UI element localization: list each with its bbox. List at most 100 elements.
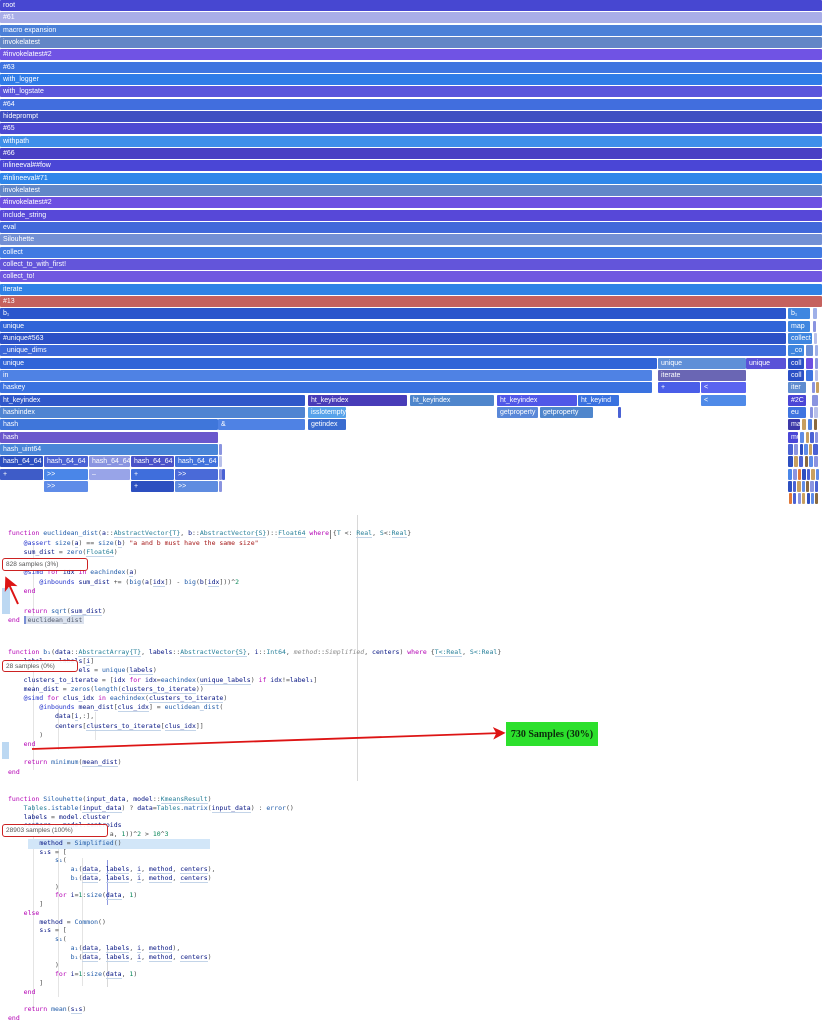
flame-bar-map[interactable]: map: [788, 320, 810, 332]
flame-bar-hash_uint64[interactable]: hash_uint64: [0, 444, 218, 455]
flame-bar-sliver[interactable]: [808, 419, 812, 431]
flame-bar-inlineeval##fow[interactable]: inlineeval##fow: [0, 160, 822, 172]
flame-bar-eval[interactable]: eval: [0, 222, 822, 233]
flame-bar-ht_keyind[interactable]: ht_keyind: [578, 394, 619, 406]
flame-bar-#2[interactable]: [806, 370, 813, 381]
flame-bar-sliver[interactable]: [813, 320, 816, 332]
flame-bar-collect[interactable]: collect: [0, 246, 822, 258]
flame-bar-iterate[interactable]: iterate: [0, 283, 822, 295]
flame-bar-hash_64_64[interactable]: hash_64_64: [44, 456, 88, 468]
flame-bar-sliver[interactable]: [807, 468, 810, 480]
flame-bar-in[interactable]: in: [0, 370, 652, 381]
flame-bar-sliver[interactable]: [788, 481, 792, 492]
flame-bar-sliver[interactable]: [798, 468, 801, 480]
flame-bar-sliver[interactable]: [813, 308, 817, 320]
flame-bar-sliver[interactable]: [618, 407, 621, 418]
flame-bar-sliver[interactable]: [802, 481, 805, 492]
flame-bar-sliver[interactable]: [815, 493, 818, 505]
flame-bar-sliver[interactable]: [809, 456, 813, 468]
flame-bar-hash[interactable]: hash: [0, 419, 218, 431]
flame-bar-ht_keyindex[interactable]: ht_keyindex: [0, 394, 305, 406]
flame-bar-sliver[interactable]: [815, 345, 818, 357]
flame-bar-include_string[interactable]: include_string: [0, 209, 822, 221]
flame-bar-sliver[interactable]: [814, 407, 818, 418]
flame-bar-b-[interactable]: b₁: [788, 308, 810, 320]
flame-bar-Silouhette[interactable]: Silouhette: [0, 234, 822, 246]
flame-bar-hash_64_64[interactable]: hash_64_64: [175, 456, 218, 468]
flame-bar-#13[interactable]: #13: [0, 296, 822, 307]
flame-bar-unique[interactable]: unique: [658, 357, 746, 369]
flame-bar-b-[interactable]: b₁: [0, 308, 786, 320]
flame-bar-root[interactable]: root: [0, 0, 822, 11]
flame-bar-sliver[interactable]: [814, 456, 818, 468]
flame-bar-#65[interactable]: #65: [0, 123, 822, 135]
flame-bar-sliver[interactable]: [789, 493, 792, 505]
flame-bar-#2C[interactable]: #2C: [788, 394, 806, 406]
flame-bar-sliver[interactable]: [788, 468, 792, 480]
flame-bar--[interactable]: –: [89, 468, 130, 480]
flame-bar-sliver[interactable]: [800, 444, 803, 455]
flame-bar-sliver[interactable]: [222, 468, 225, 480]
flame-bar-eu[interactable]: eu: [788, 407, 806, 418]
flame-bar-ht_keyindex[interactable]: ht_keyindex: [308, 394, 407, 406]
flame-bar-collect_to_with_first-[interactable]: collect_to_with_first!: [0, 259, 822, 270]
flame-bar-invokelatest[interactable]: invokelatest: [0, 185, 822, 196]
flame-bar--[interactable]: +: [131, 481, 174, 492]
flame-bar--[interactable]: +: [658, 382, 700, 394]
flame-bar-sliver[interactable]: [788, 456, 793, 468]
flame-bar-sliver[interactable]: [810, 431, 814, 443]
flame-bar-sliver[interactable]: [788, 444, 793, 455]
flame-bar-coll[interactable]: coll: [788, 370, 804, 381]
flame-bar-collect[interactable]: collect: [788, 333, 812, 344]
flame-bar--[interactable]: >>: [175, 468, 218, 480]
flame-bar-#invokelatest#2[interactable]: #invokelatest#2: [0, 49, 822, 61]
flame-bar-_unique_dims[interactable]: _unique_dims: [0, 345, 786, 357]
flame-bar-collect_to-[interactable]: collect_to!: [0, 271, 822, 283]
flame-bar-getindex[interactable]: getindex: [308, 419, 346, 431]
flame-bar-haskey[interactable]: haskey: [0, 382, 652, 394]
flame-bar-hash_64_64[interactable]: hash_64_64: [131, 456, 174, 468]
flame-bar-sliver[interactable]: [811, 468, 815, 480]
flame-bar-getproperty[interactable]: getproperty: [497, 407, 538, 418]
flame-bar--[interactable]: +: [131, 468, 174, 480]
flame-bar-sliver[interactable]: [793, 493, 796, 505]
flame-bar-sliver[interactable]: [812, 394, 818, 406]
flame-bar--[interactable]: >>: [44, 468, 88, 480]
flame-bar-sliver[interactable]: [793, 481, 796, 492]
flame-bar-withpath[interactable]: withpath: [0, 135, 822, 147]
flame-bar-getproperty[interactable]: getproperty: [540, 407, 593, 418]
flame-bar-sliver[interactable]: [815, 357, 818, 369]
flame-bar-#invokelatest#2[interactable]: #invokelatest#2: [0, 197, 822, 209]
flame-bar-unique[interactable]: unique: [746, 357, 786, 369]
flame-bar-sliver[interactable]: [219, 456, 222, 468]
flame-bar-sliver[interactable]: [794, 456, 798, 468]
flame-bar-sliver[interactable]: [815, 481, 818, 492]
flame-bar-coll[interactable]: coll: [788, 357, 804, 369]
flame-bar-sliver[interactable]: [219, 444, 222, 455]
flame-bar-sliver[interactable]: [806, 431, 809, 443]
flame-bar-sliver[interactable]: [809, 444, 812, 455]
flame-bar-hash[interactable]: hash: [0, 431, 218, 443]
flame-bar-sliver[interactable]: [815, 431, 818, 443]
flame-bar-isslotempty[interactable]: isslotempty: [308, 407, 346, 418]
flame-bar-sliver[interactable]: [802, 468, 806, 480]
flame-bar--[interactable]: &: [218, 419, 305, 431]
flame-bar-unique[interactable]: unique: [0, 357, 657, 369]
flame-bar-invokelatest[interactable]: invokelatest: [0, 37, 822, 48]
flame-bar-#unique#563[interactable]: #unique#563: [0, 333, 786, 344]
flame-bar-sliver[interactable]: [816, 382, 819, 394]
flame-bar--[interactable]: >>: [44, 481, 88, 492]
flame-bar-sliver[interactable]: [802, 419, 806, 431]
flame-bar-sliver[interactable]: [804, 444, 808, 455]
flame-bar-sliver[interactable]: [814, 333, 817, 344]
flame-bar-sliver[interactable]: [797, 481, 801, 492]
flame-bar-sliver[interactable]: [806, 481, 809, 492]
flame-bar-#63[interactable]: #63: [0, 61, 822, 73]
flame-bar-sliver[interactable]: [793, 468, 797, 480]
flame-bar-sliver[interactable]: [814, 419, 817, 431]
flame-bar-sliver[interactable]: [805, 456, 808, 468]
flame-bar--[interactable]: >>: [175, 481, 218, 492]
flame-bar-hideprompt[interactable]: hideprompt: [0, 111, 822, 122]
flame-bar--[interactable]: <: [701, 394, 746, 406]
flame-bar-mu[interactable]: mu: [788, 431, 798, 443]
